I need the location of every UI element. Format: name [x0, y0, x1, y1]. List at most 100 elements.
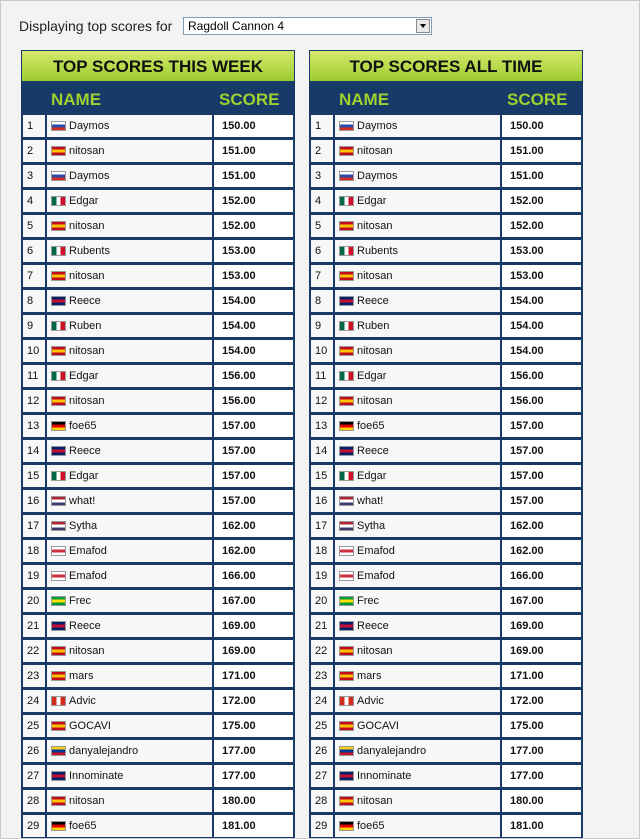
score-cell: 154.00	[214, 315, 293, 337]
player-name: nitosan	[357, 795, 393, 807]
rank-cell: 27	[311, 765, 333, 787]
flag-icon	[51, 121, 66, 131]
score-cell: 157.00	[214, 440, 293, 462]
score-cell: 180.00	[502, 790, 581, 812]
player-name: Daymos	[69, 120, 110, 132]
game-select[interactable]: Ragdoll Cannon 4	[183, 17, 432, 35]
rank-cell: 24	[23, 690, 45, 712]
player-name: Frec	[69, 595, 91, 607]
rank-cell: 26	[311, 740, 333, 762]
rank-cell: 16	[311, 490, 333, 512]
player-name: Rubents	[357, 245, 398, 257]
flag-icon	[51, 296, 66, 306]
player-name: foe65	[69, 420, 97, 432]
flag-icon	[51, 621, 66, 631]
player-name: nitosan	[69, 345, 105, 357]
score-cell: 177.00	[502, 765, 581, 787]
rank-cell: 4	[23, 190, 45, 212]
rank-cell: 14	[311, 440, 333, 462]
flag-icon	[51, 171, 66, 181]
name-cell: Edgar	[47, 190, 212, 212]
name-cell: foe65	[335, 415, 500, 437]
player-name: foe65	[357, 820, 385, 832]
name-cell: mars	[335, 665, 500, 687]
player-name: nitosan	[357, 345, 393, 357]
rank-cell: 9	[311, 315, 333, 337]
flag-icon	[51, 196, 66, 206]
score-cell: 166.00	[214, 565, 293, 587]
player-name: Reece	[69, 620, 101, 632]
player-name: nitosan	[357, 145, 393, 157]
flag-icon	[51, 221, 66, 231]
flag-icon	[339, 221, 354, 231]
rank-cell: 28	[23, 790, 45, 812]
rank-cell: 26	[23, 740, 45, 762]
score-cell: 162.00	[502, 515, 581, 537]
flag-icon	[51, 571, 66, 581]
rank-cell: 24	[311, 690, 333, 712]
rank-cell: 22	[311, 640, 333, 662]
flag-icon	[51, 446, 66, 456]
rank-cell: 21	[23, 615, 45, 637]
rank-cell: 10	[23, 340, 45, 362]
player-name: Sytha	[357, 520, 386, 532]
score-cell: 169.00	[502, 615, 581, 637]
score-cell: 150.00	[214, 115, 293, 137]
player-name: nitosan	[69, 795, 105, 807]
name-cell: Reece	[47, 615, 212, 637]
rank-cell: 1	[311, 115, 333, 137]
score-cell: 157.00	[502, 440, 581, 462]
player-name: danyalejandro	[357, 745, 427, 757]
score-cell: 169.00	[214, 640, 293, 662]
player-name: Edgar	[357, 195, 387, 207]
name-cell: Advic	[335, 690, 500, 712]
score-cell: 171.00	[502, 665, 581, 687]
flag-icon	[51, 371, 66, 381]
player-name: nitosan	[69, 645, 105, 657]
score-cell: 180.00	[214, 790, 293, 812]
player-name: Daymos	[357, 120, 398, 132]
player-name: nitosan	[69, 270, 105, 282]
score-cell: 156.00	[502, 390, 581, 412]
score-cell: 162.00	[214, 540, 293, 562]
name-cell: nitosan	[335, 140, 500, 162]
flag-icon	[339, 371, 354, 381]
player-name: nitosan	[357, 270, 393, 282]
name-cell: Edgar	[335, 365, 500, 387]
rank-cell: 5	[311, 215, 333, 237]
flag-icon	[339, 821, 354, 831]
flag-icon	[339, 646, 354, 656]
name-cell: Emafod	[47, 540, 212, 562]
rank-cell: 20	[23, 590, 45, 612]
player-name: danyalejandro	[69, 745, 139, 757]
player-name: Sytha	[69, 520, 98, 532]
score-cell: 181.00	[214, 815, 293, 837]
score-cell: 175.00	[502, 715, 581, 737]
name-cell: Daymos	[335, 165, 500, 187]
player-name: Edgar	[69, 470, 99, 482]
player-name: nitosan	[357, 220, 393, 232]
name-cell: Edgar	[335, 465, 500, 487]
score-cell: 157.00	[502, 415, 581, 437]
rank-cell: 29	[311, 815, 333, 837]
score-cell: 151.00	[214, 140, 293, 162]
player-name: mars	[357, 670, 382, 682]
rank-cell: 11	[311, 365, 333, 387]
dropdown-arrow[interactable]	[416, 19, 430, 33]
name-cell: Frec	[47, 590, 212, 612]
flag-icon	[51, 821, 66, 831]
flag-icon	[51, 796, 66, 806]
rank-cell: 2	[23, 140, 45, 162]
rank-cell: 18	[23, 540, 45, 562]
rank-cell: 25	[311, 715, 333, 737]
name-cell: nitosan	[47, 265, 212, 287]
flag-icon	[339, 496, 354, 506]
name-cell: danyalejandro	[335, 740, 500, 762]
player-name: Daymos	[357, 170, 398, 182]
rank-cell: 17	[311, 515, 333, 537]
score-cell: 156.00	[214, 390, 293, 412]
name-cell: Frec	[335, 590, 500, 612]
score-cell: 162.00	[502, 540, 581, 562]
rank-cell: 10	[311, 340, 333, 362]
flag-icon	[339, 471, 354, 481]
